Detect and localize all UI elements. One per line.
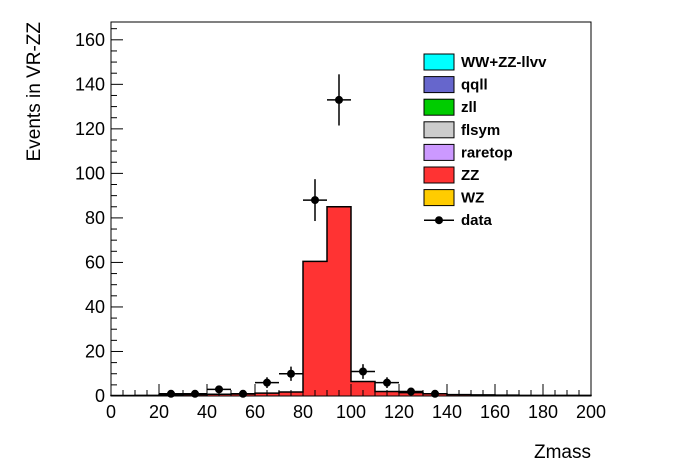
legend-item-ww-zz-llvv: WW+ZZ-llvv — [423, 53, 547, 71]
bar-zz-10 — [351, 381, 375, 396]
y-tick-label: 140 — [75, 74, 105, 94]
data-marker — [311, 196, 319, 205]
legend-swatch — [423, 189, 455, 207]
legend-swatch — [423, 166, 455, 184]
x-tick-label: 200 — [576, 402, 606, 422]
legend-label: flsym — [461, 122, 500, 139]
legend-item-wz: WZ — [423, 189, 484, 207]
legend-item-zz: ZZ — [423, 166, 479, 184]
data-point — [207, 385, 231, 394]
data-point — [255, 377, 279, 388]
legend-label: WW+ZZ-llvv — [461, 54, 547, 71]
legend-label: data — [461, 212, 493, 229]
data-point — [375, 377, 399, 388]
x-tick-label: 40 — [197, 402, 217, 422]
y-tick-label: 40 — [85, 297, 105, 317]
x-tick-label: 100 — [336, 402, 366, 422]
x-tick-label: 0 — [106, 402, 116, 422]
legend-label: WZ — [461, 190, 484, 207]
y-tick-label: 160 — [75, 30, 105, 50]
data-marker — [335, 95, 343, 104]
y-tick-label: 20 — [85, 341, 105, 361]
legend-label: raretop — [461, 144, 513, 161]
data-marker — [359, 367, 367, 376]
legend-label: qqll — [461, 77, 488, 94]
legend-item-data: data — [424, 212, 493, 229]
legend-item-zll: zll — [423, 98, 477, 116]
legend-swatch — [423, 76, 455, 94]
legend-swatch — [423, 53, 455, 71]
legend-swatch — [423, 98, 455, 116]
legend-label: ZZ — [461, 167, 479, 184]
y-tick-label: 0 — [95, 386, 105, 406]
y-tick-label: 80 — [85, 208, 105, 228]
bar-zz-8 — [303, 261, 327, 396]
y-axis: 0 20 40 60 80 100 120 140 160 — [75, 28, 123, 406]
x-tick-label: 60 — [245, 402, 265, 422]
data-marker — [215, 385, 223, 394]
data-point — [327, 74, 351, 126]
legend: WW+ZZ-llvv qqll zll flsym raretop ZZ WZ data — [423, 53, 547, 229]
data-marker — [287, 369, 295, 378]
y-axis-title: Events in VR-ZZ — [24, 22, 45, 162]
data-marker — [383, 378, 391, 387]
x-tick-label: 140 — [432, 402, 462, 422]
legend-swatch — [423, 143, 455, 161]
data-point — [351, 364, 375, 379]
x-axis: 0 20 40 60 80 100 120 140 160 180 200 — [106, 384, 606, 422]
legend-item-qqll: qqll — [423, 76, 488, 94]
y-tick-label: 100 — [75, 163, 105, 183]
data-marker — [263, 378, 271, 387]
legend-label: zll — [461, 99, 477, 116]
bar-zz-9 — [327, 206, 351, 396]
x-tick-label: 160 — [480, 402, 510, 422]
y-tick-label: 60 — [85, 252, 105, 272]
x-tick-label: 20 — [149, 402, 169, 422]
legend-item-raretop: raretop — [423, 143, 513, 161]
x-tick-label: 180 — [528, 402, 558, 422]
data-point — [279, 366, 303, 381]
x-axis-title: Zmass — [534, 442, 591, 463]
legend-data-marker — [435, 216, 443, 225]
y-tick-label: 120 — [75, 119, 105, 139]
legend-item-flsym: flsym — [423, 121, 500, 139]
data-point — [303, 179, 327, 222]
x-tick-label: 120 — [384, 402, 414, 422]
legend-swatch — [423, 121, 455, 139]
x-tick-label: 80 — [293, 402, 313, 422]
